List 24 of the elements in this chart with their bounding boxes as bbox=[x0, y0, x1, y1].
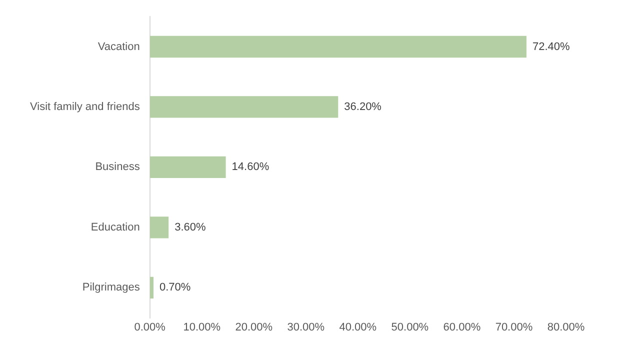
bar bbox=[150, 96, 338, 118]
x-tick-label: 30.00% bbox=[287, 321, 325, 334]
x-tick-label: 40.00% bbox=[339, 321, 377, 334]
x-tick-label: 20.00% bbox=[235, 321, 273, 334]
bar bbox=[150, 276, 154, 299]
y-tick-label: Pilgrimages bbox=[82, 282, 140, 294]
data-label: 3.60% bbox=[174, 221, 206, 234]
bar bbox=[150, 216, 169, 238]
y-tick-label: Education bbox=[90, 221, 140, 234]
y-tick-label: Vacation bbox=[98, 40, 140, 53]
x-tick-label: 80.00% bbox=[547, 321, 585, 334]
y-tick-label: Visit family and friends bbox=[30, 100, 140, 113]
x-tick-label: 60.00% bbox=[443, 321, 481, 334]
data-label: 36.20% bbox=[344, 100, 382, 113]
x-tick-label: 70.00% bbox=[495, 321, 533, 334]
x-tick-label: 50.00% bbox=[391, 321, 429, 334]
data-label: 0.70% bbox=[159, 282, 191, 294]
y-tick-label: Business bbox=[95, 161, 140, 174]
x-tick-label: 10.00% bbox=[183, 321, 221, 334]
bar bbox=[150, 156, 226, 178]
data-label: 14.60% bbox=[232, 161, 270, 174]
x-tick-label: 0.00% bbox=[134, 321, 166, 334]
data-label: 72.40% bbox=[532, 40, 570, 53]
bar bbox=[150, 36, 526, 58]
